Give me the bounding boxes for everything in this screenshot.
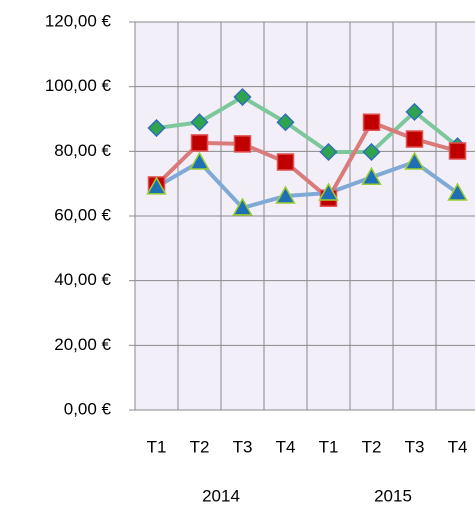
x-tick-label: T4 bbox=[276, 437, 296, 456]
marker-triangle bbox=[275, 185, 296, 204]
x-tick-label: T3 bbox=[233, 437, 253, 456]
x-tick-label: T3 bbox=[405, 437, 425, 456]
marker-triangle bbox=[447, 182, 468, 201]
marker-diamond bbox=[190, 113, 209, 132]
marker-triangle bbox=[146, 176, 167, 195]
x-tick-label: T2 bbox=[362, 437, 382, 456]
marker-square bbox=[190, 134, 209, 152]
marker-triangle bbox=[232, 197, 253, 216]
x-group-label: 2015 bbox=[374, 486, 412, 505]
x-tick-label: T2 bbox=[190, 437, 210, 456]
marker-diamond bbox=[276, 113, 295, 132]
x-tick-label: T4 bbox=[448, 437, 468, 456]
x-tick-label: T1 bbox=[147, 437, 167, 456]
marker-diamond bbox=[319, 142, 338, 162]
marker-square bbox=[405, 130, 424, 148]
y-tick-label: 120,00 € bbox=[45, 11, 112, 30]
marker-diamond bbox=[405, 102, 424, 121]
marker-square bbox=[362, 113, 381, 131]
y-tick-label: 60,00 € bbox=[54, 205, 111, 224]
y-tick-label: 80,00 € bbox=[54, 141, 111, 160]
marker-triangle bbox=[189, 151, 210, 170]
marker-triangle bbox=[318, 182, 339, 201]
series-line bbox=[156, 95, 459, 154]
x-tick-label: T1 bbox=[319, 437, 339, 456]
x-group-label: 2014 bbox=[202, 486, 240, 505]
marker-square bbox=[276, 153, 295, 171]
chart-body: 0,00 € 20,00 € 40,00 € 60,00 € 80,00 € 100,00… bbox=[45, 11, 475, 505]
marker-square bbox=[233, 135, 252, 153]
marker-diamond bbox=[147, 118, 166, 138]
marker-square bbox=[448, 142, 467, 160]
y-tick-label: 100,00 € bbox=[45, 76, 112, 95]
marker-diamond bbox=[233, 87, 252, 107]
marker-triangle bbox=[361, 166, 382, 185]
y-tick-label: 40,00 € bbox=[54, 270, 111, 289]
marker-diamond bbox=[362, 142, 381, 162]
y-tick-label: 0,00 € bbox=[64, 399, 112, 418]
marker-triangle bbox=[404, 151, 425, 170]
y-tick-label: 20,00 € bbox=[54, 335, 111, 354]
